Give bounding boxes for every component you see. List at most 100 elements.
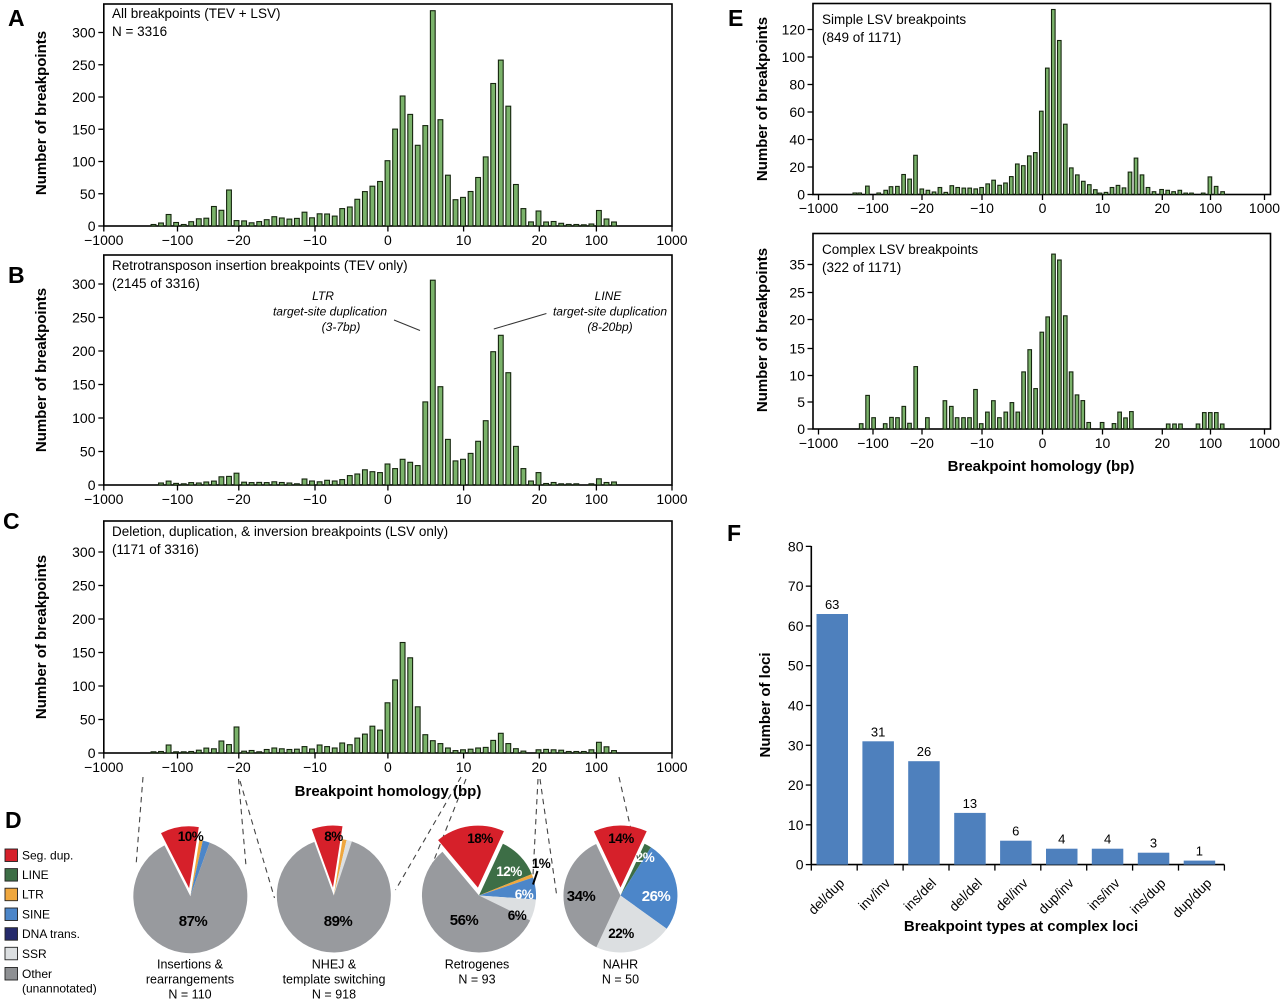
- svg-text:50: 50: [80, 712, 96, 728]
- svg-text:−1000: −1000: [84, 232, 124, 248]
- svg-text:1000: 1000: [656, 759, 687, 775]
- svg-text:20: 20: [1155, 200, 1171, 216]
- svg-text:0: 0: [88, 477, 96, 493]
- svg-text:25: 25: [789, 285, 805, 301]
- svg-text:200: 200: [72, 89, 96, 105]
- svg-text:(2145 of 3316): (2145 of 3316): [112, 276, 200, 291]
- svg-text:20: 20: [532, 491, 548, 507]
- svg-text:6%: 6%: [508, 908, 527, 923]
- svg-text:(3-7bp): (3-7bp): [322, 320, 361, 334]
- svg-text:10: 10: [456, 491, 472, 507]
- svg-text:120: 120: [782, 22, 806, 38]
- svg-text:22%: 22%: [608, 926, 634, 941]
- svg-text:20: 20: [532, 232, 548, 248]
- svg-text:10: 10: [456, 759, 472, 775]
- svg-text:−10: −10: [970, 435, 994, 451]
- svg-text:1000: 1000: [656, 491, 687, 507]
- svg-text:1000: 1000: [1249, 435, 1280, 451]
- svg-text:E: E: [728, 5, 743, 31]
- svg-text:Number of loci: Number of loci: [757, 652, 774, 757]
- svg-text:0: 0: [797, 187, 805, 203]
- svg-text:target-site duplication: target-site duplication: [553, 305, 667, 319]
- svg-text:SINE: SINE: [22, 908, 50, 922]
- svg-text:50: 50: [80, 186, 96, 202]
- svg-text:89%: 89%: [324, 913, 353, 930]
- svg-text:N = 918: N = 918: [312, 987, 356, 1001]
- svg-text:4: 4: [1058, 832, 1065, 847]
- svg-text:10: 10: [789, 368, 805, 384]
- svg-text:34%: 34%: [567, 888, 596, 905]
- svg-text:−100: −100: [162, 759, 194, 775]
- svg-text:6%: 6%: [515, 887, 534, 902]
- svg-text:Retrogenes: Retrogenes: [445, 957, 510, 971]
- svg-text:20: 20: [532, 759, 548, 775]
- svg-text:2%: 2%: [636, 850, 655, 865]
- svg-text:−100: −100: [162, 491, 194, 507]
- svg-text:N = 110: N = 110: [168, 987, 211, 1001]
- svg-text:−100: −100: [162, 232, 194, 248]
- svg-text:100: 100: [72, 154, 96, 170]
- svg-text:100: 100: [72, 678, 96, 694]
- svg-text:0: 0: [88, 218, 96, 234]
- svg-text:−10: −10: [303, 232, 327, 248]
- svg-text:1000: 1000: [656, 232, 687, 248]
- svg-text:10: 10: [456, 232, 472, 248]
- svg-text:15: 15: [789, 341, 805, 357]
- svg-text:−1000: −1000: [84, 491, 124, 507]
- svg-text:Simple LSV breakpoints: Simple LSV breakpoints: [822, 12, 966, 27]
- svg-text:5: 5: [797, 394, 805, 410]
- svg-text:N = 50: N = 50: [602, 972, 639, 986]
- svg-text:−20: −20: [227, 232, 251, 248]
- svg-text:−10: −10: [970, 200, 994, 216]
- svg-text:250: 250: [72, 57, 96, 73]
- svg-text:Number of breakpoints: Number of breakpoints: [33, 288, 50, 452]
- svg-text:LTR: LTR: [22, 888, 44, 902]
- svg-text:−100: −100: [857, 200, 889, 216]
- svg-text:N = 3316: N = 3316: [112, 24, 167, 39]
- svg-text:14%: 14%: [608, 831, 634, 846]
- svg-text:20: 20: [788, 777, 804, 793]
- svg-text:6: 6: [1012, 824, 1019, 839]
- svg-text:All breakpoints (TEV + LSV): All breakpoints (TEV + LSV): [112, 6, 280, 21]
- svg-text:56%: 56%: [450, 912, 479, 929]
- svg-text:0: 0: [1039, 435, 1047, 451]
- svg-text:N = 93: N = 93: [458, 972, 495, 986]
- svg-text:template switching: template switching: [283, 972, 386, 986]
- svg-text:30: 30: [788, 737, 804, 753]
- svg-text:Insertions &: Insertions &: [157, 957, 224, 971]
- svg-text:0: 0: [384, 232, 392, 248]
- svg-text:Number of breakpoints: Number of breakpoints: [33, 555, 50, 719]
- svg-text:100: 100: [1199, 435, 1223, 451]
- svg-text:10: 10: [788, 817, 804, 833]
- svg-text:Complex LSV breakpoints: Complex LSV breakpoints: [822, 242, 978, 257]
- svg-text:−20: −20: [227, 491, 251, 507]
- svg-text:200: 200: [72, 343, 96, 359]
- svg-text:Breakpoint homology (bp): Breakpoint homology (bp): [295, 783, 482, 800]
- svg-text:Deletion, duplication, & inver: Deletion, duplication, & inversion break…: [112, 524, 448, 539]
- svg-text:LINE: LINE: [595, 289, 623, 303]
- svg-text:−20: −20: [910, 435, 934, 451]
- svg-text:Seg. dup.: Seg. dup.: [22, 849, 73, 863]
- svg-text:80: 80: [789, 77, 805, 93]
- svg-text:(unannotated): (unannotated): [22, 982, 97, 996]
- svg-text:100: 100: [585, 759, 609, 775]
- svg-text:150: 150: [72, 645, 96, 661]
- svg-text:(8-20bp): (8-20bp): [587, 320, 632, 334]
- svg-text:Number of breakpoints: Number of breakpoints: [33, 31, 50, 195]
- svg-text:1000: 1000: [1249, 200, 1280, 216]
- svg-text:60: 60: [789, 104, 805, 120]
- svg-text:0: 0: [797, 421, 805, 437]
- svg-text:31: 31: [871, 724, 885, 739]
- svg-text:40: 40: [788, 697, 804, 713]
- svg-text:Number of breakpoints: Number of breakpoints: [754, 17, 771, 181]
- svg-text:−1000: −1000: [799, 435, 839, 451]
- svg-text:(849 of 1171): (849 of 1171): [822, 30, 901, 45]
- svg-text:250: 250: [72, 578, 96, 594]
- svg-text:100: 100: [72, 410, 96, 426]
- svg-text:−10: −10: [303, 491, 327, 507]
- svg-text:300: 300: [72, 25, 96, 41]
- svg-text:50: 50: [80, 444, 96, 460]
- svg-text:13: 13: [963, 796, 977, 811]
- svg-text:Retrotransposon insertion brea: Retrotransposon insertion breakpoints (T…: [112, 258, 408, 273]
- svg-text:70: 70: [788, 578, 804, 594]
